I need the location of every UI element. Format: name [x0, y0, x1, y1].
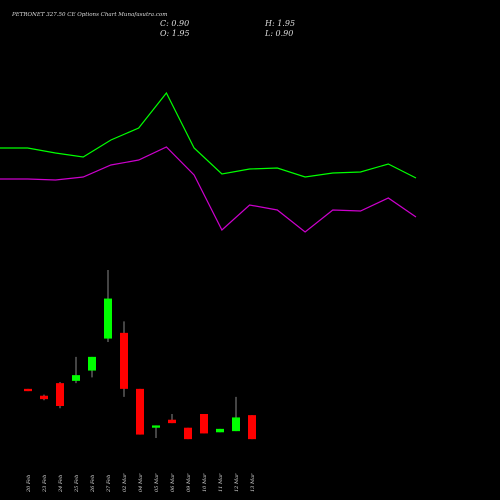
candle-body	[232, 417, 240, 432]
x-tick-label: 23 Feb	[42, 475, 48, 493]
ohlc-label: L: 0.90	[264, 29, 293, 38]
candle-body	[248, 415, 256, 440]
x-tick-label: 13 Mar	[250, 473, 256, 492]
candle-body	[120, 332, 128, 389]
candle-body	[152, 425, 160, 428]
x-tick-label: 24 Feb	[58, 475, 64, 493]
x-tick-label: 06 Mar	[170, 473, 176, 492]
candle-body	[88, 356, 96, 371]
ohlc-label: H: 1.95	[264, 19, 295, 28]
candle-body	[104, 298, 112, 339]
chart-title: PETRONET 327.50 CE Options Chart Munafas…	[11, 12, 167, 18]
candle-body	[40, 395, 48, 400]
line-series	[0, 91, 417, 179]
x-tick-label: 27 Feb	[106, 475, 112, 493]
ohlc-label: C: 0.90	[160, 19, 189, 28]
candle-body	[56, 383, 64, 406]
x-tick-label: 05 Mar	[154, 473, 160, 492]
candle-body	[168, 419, 176, 424]
candle-body	[200, 414, 208, 434]
line-series	[0, 146, 417, 233]
x-tick-label: 02 Mar	[122, 473, 128, 492]
candle-body	[72, 375, 80, 381]
ohlc-label: O: 1.95	[160, 29, 190, 38]
candle-body	[136, 388, 144, 435]
candle-body	[216, 428, 224, 433]
candle-body	[24, 388, 32, 392]
x-tick-label: 20 Feb	[26, 475, 32, 493]
x-tick-label: 10 Mar	[202, 473, 208, 492]
x-tick-label: 09 Mar	[186, 473, 192, 492]
candle-body	[184, 427, 192, 440]
x-tick-label: 25 Feb	[74, 475, 80, 493]
x-tick-label: 11 Mar	[218, 473, 224, 492]
x-tick-label: 04 Mar	[138, 473, 144, 492]
x-tick-label: 12 Mar	[234, 473, 240, 492]
x-tick-label: 26 Feb	[90, 475, 96, 493]
